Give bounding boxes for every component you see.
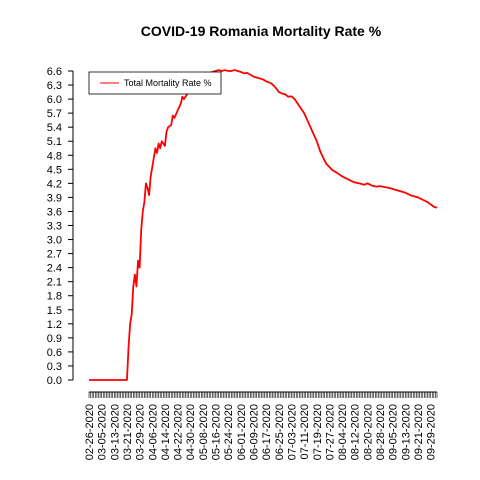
y-tick-label: 1.8 <box>47 291 62 303</box>
x-tick-label: 04-14-2020 <box>160 404 172 460</box>
y-tick-label: 0.3 <box>47 361 62 373</box>
legend-label: Total Mortality Rate % <box>124 78 212 88</box>
x-tick-label: 07-27-2020 <box>324 404 336 460</box>
series-layer <box>89 69 438 381</box>
y-tick-label: 6.3 <box>47 80 62 92</box>
x-tick-label: 05-08-2020 <box>198 404 210 460</box>
y-tick-label: 6.0 <box>47 94 62 106</box>
y-tick-label: 4.2 <box>47 178 62 190</box>
x-tick-label: 03-29-2020 <box>135 404 147 460</box>
x-tick-label: 07-03-2020 <box>286 404 298 460</box>
x-tick-label: 08-04-2020 <box>337 404 349 460</box>
y-tick-label: 3.0 <box>47 235 62 247</box>
x-tick-label: 03-13-2020 <box>109 404 121 460</box>
x-tick-label: 08-12-2020 <box>350 404 362 460</box>
x-tick-label: 04-06-2020 <box>147 404 159 460</box>
y-tick-label: 4.5 <box>47 164 62 176</box>
x-axis: 02-26-2020 03-05-2020 03-13-2020 03-21-2020… <box>84 391 438 460</box>
x-tick-label: 07-19-2020 <box>312 404 324 460</box>
y-tick-label: 3.3 <box>47 221 62 233</box>
x-tick-label: 09-05-2020 <box>388 404 400 460</box>
y-tick-label: 2.4 <box>47 263 62 275</box>
x-tick-label: 04-22-2020 <box>173 404 185 460</box>
x-tick-label: 03-21-2020 <box>122 404 134 460</box>
x-tick-label: 09-13-2020 <box>400 404 412 460</box>
x-tick-label: 08-20-2020 <box>362 404 374 460</box>
chart-title: COVID-19 Romania Mortality Rate % <box>141 23 382 39</box>
x-tick-label: 02-26-2020 <box>84 404 96 460</box>
x-tick-label: 07-11-2020 <box>299 404 311 459</box>
x-tick-label: 03-05-2020 <box>97 404 109 460</box>
y-tick-label: 3.9 <box>47 192 62 204</box>
y-tick-label: 0.6 <box>47 347 62 359</box>
series-line-total-mortality-rate <box>89 69 438 381</box>
x-tick-label: 08-28-2020 <box>375 404 387 460</box>
y-tick-label: 1.5 <box>47 305 62 317</box>
y-tick-label: 5.7 <box>47 108 62 120</box>
y-tick-label: 2.7 <box>47 249 62 261</box>
x-tick-label: 06-25-2020 <box>274 404 286 460</box>
x-tick-label: 04-30-2020 <box>185 404 197 460</box>
y-tick-label: 5.1 <box>47 136 62 148</box>
y-tick-label: 1.2 <box>47 319 62 331</box>
legend-box <box>88 71 222 95</box>
y-tick-label: 0.9 <box>47 333 62 345</box>
legend: Total Mortality Rate % <box>88 71 222 95</box>
y-tick-label: 0.0 <box>47 375 62 387</box>
x-tick-label: 05-16-2020 <box>211 404 223 460</box>
y-tick-label: 3.6 <box>47 206 62 218</box>
y-tick-label: 4.8 <box>47 150 62 162</box>
y-axis: 0.0 0.3 0.6 0.9 1.2 1.5 1.8 2.1 2.4 2.7 3.0 3.3 3.6 3… <box>47 66 74 387</box>
x-tick-label: 06-01-2020 <box>236 404 248 460</box>
x-tick-label: 06-09-2020 <box>249 404 261 460</box>
y-tick-label: 6.6 <box>47 66 62 78</box>
x-tick-label: 05-24-2020 <box>223 404 235 460</box>
x-tick-label: 06-17-2020 <box>261 404 273 460</box>
y-tick-label: 2.1 <box>47 277 62 289</box>
y-tick-label: 5.4 <box>47 122 62 134</box>
x-tick-label: 09-29-2020 <box>426 404 438 460</box>
x-tick-label: 09-21-2020 <box>413 404 425 460</box>
